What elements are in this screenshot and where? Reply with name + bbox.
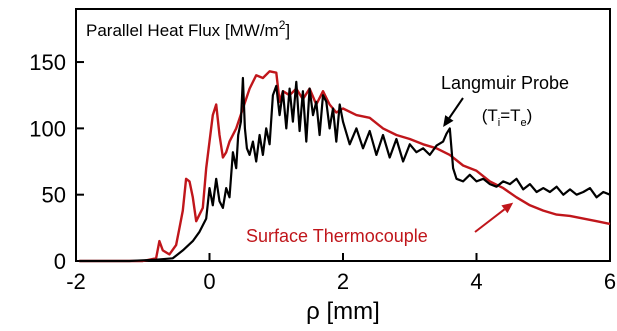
x-tick-label: -2 bbox=[66, 269, 86, 294]
panel-title: Parallel Heat Flux [MW/m2] bbox=[86, 18, 290, 40]
langmuir-arrow bbox=[448, 97, 464, 119]
thermocouple-label: Surface Thermocouple bbox=[246, 226, 428, 246]
thermocouple-arrowhead bbox=[501, 202, 514, 214]
x-tick-label: 6 bbox=[604, 269, 616, 294]
x-axis-tick-labels: -2 0 2 4 6 bbox=[66, 269, 616, 294]
thermocouple-annotation: Surface Thermocouple bbox=[246, 202, 514, 246]
series-layer bbox=[79, 70, 611, 263]
y-tick-label: 0 bbox=[54, 249, 66, 274]
y-tick-label: 100 bbox=[29, 116, 66, 141]
x-axis-ticks bbox=[75, 253, 611, 261]
plot-area bbox=[75, 8, 611, 262]
langmuir-label: Langmuir Probe bbox=[441, 73, 569, 93]
langmuir-sublabel: (Ti=Te) bbox=[482, 106, 533, 129]
x-tick-label: 0 bbox=[203, 269, 215, 294]
x-tick-label: 4 bbox=[470, 269, 482, 294]
y-axis-tick-labels: 0 50 100 150 bbox=[29, 50, 66, 274]
langmuir-arrowhead bbox=[443, 115, 454, 127]
thermocouple-arrow bbox=[474, 208, 506, 233]
x-axis-title: ρ [mm] bbox=[306, 298, 380, 325]
y-tick-label: 50 bbox=[42, 183, 66, 208]
langmuir-annotation: Langmuir Probe (Ti=Te) bbox=[441, 73, 569, 129]
y-tick-label: 150 bbox=[29, 50, 66, 75]
series-line-thermocouple bbox=[79, 70, 611, 263]
series-line-langmuir bbox=[79, 76, 611, 263]
x-tick-label: 2 bbox=[337, 269, 349, 294]
